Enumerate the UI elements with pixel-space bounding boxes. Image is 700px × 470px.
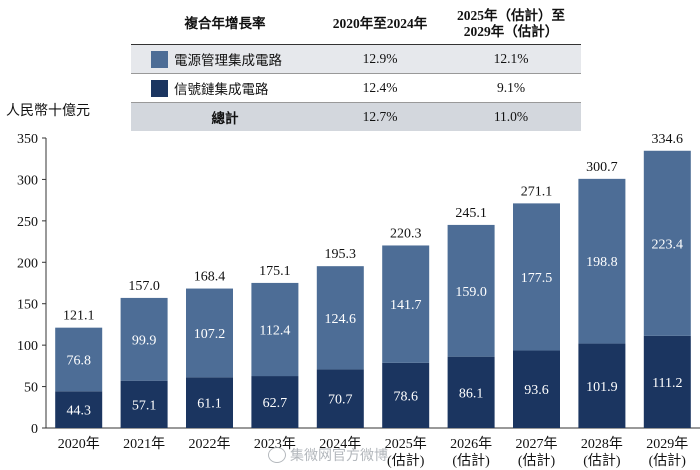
bar-power-management bbox=[120, 297, 168, 381]
bar-signal-chain bbox=[643, 335, 691, 428]
bar-power-management bbox=[316, 266, 364, 370]
data-label-total: 271.1 bbox=[521, 184, 553, 199]
x-tick-label: 2023年 bbox=[254, 436, 296, 452]
cagr-total-2020-2024: 12.7% bbox=[362, 109, 398, 124]
header-2025-2029: 2025年（估計）至 2029年（估計） bbox=[441, 4, 581, 45]
x-tick-label: 2020年 bbox=[58, 436, 100, 452]
bar-signal-chain bbox=[251, 376, 299, 428]
data-label-total: 157.0 bbox=[128, 279, 160, 294]
bar-power-management bbox=[186, 288, 233, 378]
bar-power-management bbox=[382, 245, 430, 363]
data-label-total: 245.1 bbox=[455, 206, 487, 221]
data-label-total: 168.4 bbox=[194, 270, 226, 285]
data-label-signal-chain: 101.9 bbox=[586, 380, 618, 395]
y-tick-label: 100 bbox=[17, 339, 38, 354]
data-label-total: 195.3 bbox=[325, 247, 357, 262]
legend-series-signal: 信號鏈集成電路 bbox=[131, 74, 319, 103]
cagr-signal-2020-2024: 12.4% bbox=[362, 80, 398, 95]
x-tick-label: 2024年 bbox=[319, 436, 361, 452]
bar-power-management bbox=[643, 150, 691, 336]
x-tick-label: 2029年(估計) bbox=[646, 436, 688, 469]
bar-power-management bbox=[251, 282, 299, 377]
bar-power-management bbox=[578, 178, 626, 344]
bar-signal-chain bbox=[186, 377, 233, 428]
bar-signal-chain bbox=[447, 356, 495, 428]
bar-signal-chain bbox=[316, 369, 364, 428]
header-cagr: 複合年增長率 bbox=[131, 4, 319, 45]
bar-signal-chain bbox=[578, 343, 626, 428]
data-label-signal-chain: 78.6 bbox=[393, 389, 418, 404]
weibo-icon bbox=[268, 447, 286, 463]
x-tick-label: 2026年(估計) bbox=[450, 436, 492, 469]
data-label-signal-chain: 61.1 bbox=[197, 397, 222, 412]
data-label-power-management: 124.6 bbox=[325, 312, 357, 327]
data-label-signal-chain: 111.2 bbox=[652, 376, 682, 391]
data-label-total: 175.1 bbox=[259, 264, 291, 279]
legend-row-total: 總計 12.7% 11.0% bbox=[131, 102, 581, 131]
y-tick-label: 250 bbox=[17, 215, 38, 230]
x-tick-label: 2022年 bbox=[189, 436, 231, 452]
data-label-power-management: 107.2 bbox=[194, 327, 226, 342]
legend-label-total: 總計 bbox=[211, 111, 239, 126]
legend-row-power: 電源管理集成電路 12.9% 12.1% bbox=[131, 44, 581, 74]
data-label-signal-chain: 44.3 bbox=[66, 404, 91, 419]
legend-swatch-power bbox=[151, 51, 168, 68]
x-tick-label: 2025年(估計) bbox=[385, 436, 427, 469]
data-label-total: 220.3 bbox=[390, 226, 422, 241]
data-label-power-management: 112.4 bbox=[259, 323, 290, 338]
bar-signal-chain bbox=[55, 391, 103, 428]
cagr-power-2020-2024: 12.9% bbox=[362, 51, 398, 66]
legend-label-power: 電源管理集成電路 bbox=[174, 53, 282, 68]
y-tick-label: 200 bbox=[17, 256, 38, 271]
x-tick-label: 2027年(估計) bbox=[516, 436, 558, 469]
data-label-signal-chain: 57.1 bbox=[132, 398, 157, 413]
y-tick-label: 350 bbox=[17, 132, 38, 147]
data-label-total: 121.1 bbox=[63, 309, 95, 324]
legend-series-power: 電源管理集成電路 bbox=[131, 45, 319, 74]
data-label-power-management: 99.9 bbox=[132, 333, 157, 348]
data-label-power-management: 141.7 bbox=[390, 298, 422, 313]
x-tick-label: 2021年 bbox=[123, 436, 165, 452]
bar-signal-chain bbox=[120, 380, 168, 428]
cagr-total-2025-2029: 11.0% bbox=[493, 109, 529, 124]
y-axis-unit-label: 人民幣十億元 bbox=[6, 104, 90, 119]
cagr-power-2025-2029: 12.1% bbox=[493, 51, 529, 66]
data-label-power-management: 177.5 bbox=[521, 271, 553, 286]
data-label-signal-chain: 93.6 bbox=[524, 383, 549, 398]
data-label-signal-chain: 62.7 bbox=[263, 396, 288, 411]
watermark-text: 集微网官方微博 bbox=[290, 448, 388, 464]
header-2020-2024: 2020年至2024年 bbox=[319, 4, 441, 45]
x-tick-label: 2028年(估計) bbox=[581, 436, 623, 469]
y-tick-label: 150 bbox=[17, 298, 38, 313]
legend-label-signal: 信號鏈集成電路 bbox=[174, 82, 269, 97]
data-label-power-management: 76.8 bbox=[66, 353, 91, 368]
y-tick-label: 50 bbox=[24, 381, 38, 396]
bar-power-management bbox=[513, 203, 560, 351]
data-label-power-management: 198.8 bbox=[586, 255, 618, 270]
data-label-signal-chain: 86.1 bbox=[459, 386, 484, 401]
bar-signal-chain bbox=[513, 350, 560, 428]
watermark: 集微网官方微博 bbox=[268, 445, 388, 465]
y-tick-label: 300 bbox=[17, 173, 38, 188]
y-tick-label: 0 bbox=[31, 422, 38, 437]
data-label-power-management: 223.4 bbox=[652, 237, 684, 252]
legend-swatch-signal bbox=[151, 80, 168, 97]
legend-cagr-table: 複合年增長率 2020年至2024年 2025年（估計）至 2029年（估計） … bbox=[131, 4, 581, 131]
cagr-signal-2025-2029: 9.1% bbox=[496, 80, 526, 95]
data-label-total: 300.7 bbox=[586, 160, 618, 175]
bar-power-management bbox=[447, 224, 495, 357]
data-label-power-management: 159.0 bbox=[455, 285, 487, 300]
data-label-signal-chain: 70.7 bbox=[328, 393, 353, 408]
legend-row-signal: 信號鏈集成電路 12.4% 9.1% bbox=[131, 74, 581, 103]
bar-signal-chain bbox=[382, 362, 430, 428]
bar-power-management bbox=[55, 327, 103, 392]
data-label-total: 334.6 bbox=[652, 132, 684, 147]
